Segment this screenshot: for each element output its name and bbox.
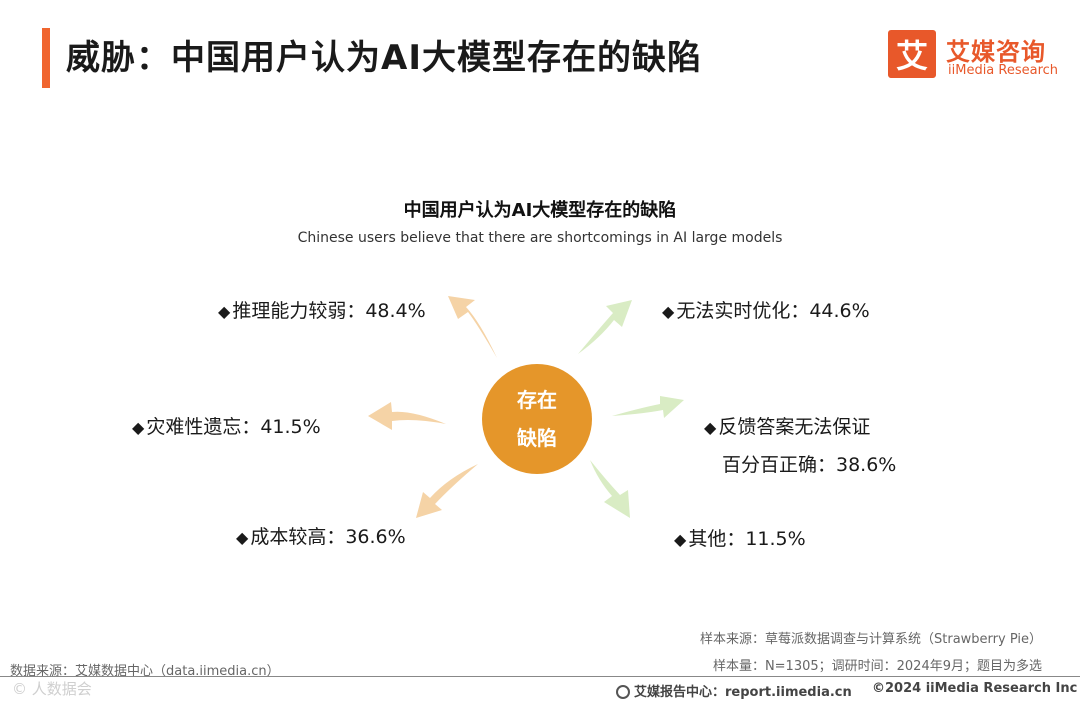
diamond-bullet-icon: ◆ — [132, 418, 145, 437]
copyright: ©2024 iiMedia Research Inc — [872, 681, 1078, 696]
diamond-bullet-icon: ◆ — [704, 418, 717, 437]
brand-name-en: iiMedia Research — [948, 63, 1059, 78]
item-forgetting-label: 灾难性遗忘：41.5% — [146, 416, 321, 438]
page-title: 威胁：中国用户认为AI大模型存在的缺陷 — [66, 38, 702, 78]
item-other: ◆ 其他：11.5% — [674, 524, 806, 551]
diagram-title: 中国用户认为AI大模型存在的缺陷 — [403, 200, 677, 221]
item-realtime: ◆ 无法实时优化：44.6% — [662, 296, 870, 323]
arrow-other-icon — [590, 460, 630, 518]
brand-name-cn: 艾媒咨询 — [946, 38, 1046, 66]
arrow-realtime-icon — [578, 300, 632, 354]
item-feedback-line2: 百分百正确：38.6% — [722, 454, 897, 476]
arrow-forgetting-icon — [368, 402, 446, 430]
diamond-bullet-icon: ◆ — [674, 530, 687, 549]
report-center: 艾媒报告中心：report.iimedia.cn — [616, 681, 852, 700]
diagram-subtitle: Chinese users believe that there are sho… — [297, 230, 783, 246]
item-feedback-label: 反馈答案无法保证 — [718, 416, 871, 438]
diamond-bullet-icon: ◆ — [236, 528, 249, 547]
arrow-reasoning-icon — [448, 296, 497, 358]
item-realtime-label: 无法实时优化：44.6% — [676, 300, 870, 322]
item-reasoning: ◆ 推理能力较弱：48.4% — [218, 296, 426, 323]
item-other-label: 其他：11.5% — [688, 528, 806, 550]
arrow-feedback-icon — [612, 396, 684, 418]
center-label-line1: 存在 — [517, 388, 557, 412]
title-accent-bar — [42, 28, 50, 88]
globe-icon — [616, 685, 630, 699]
item-feedback: ◆ 反馈答案无法保证 — [704, 412, 870, 439]
diamond-bullet-icon: ◆ — [218, 302, 231, 321]
item-forgetting: ◆ 灾难性遗忘：41.5% — [132, 412, 321, 439]
arrow-cost-icon — [416, 464, 478, 518]
sample-info: 样本量：N=1305；调研时间：2024年9月；题目为多选 — [712, 659, 1042, 674]
data-source: 数据来源：艾媒数据中心（data.iimedia.cn） — [10, 664, 280, 679]
brand-logo: 艾 艾媒咨询 iiMedia Research — [888, 30, 1064, 84]
item-cost-label: 成本较高：36.6% — [250, 526, 406, 548]
report-center-label: 艾媒报告中心：report.iimedia.cn — [634, 685, 852, 700]
brand-mark-icon: 艾 — [888, 30, 936, 78]
center-label-line2: 缺陷 — [517, 426, 557, 450]
item-reasoning-label: 推理能力较弱：48.4% — [232, 300, 426, 322]
footer-divider — [0, 676, 1080, 677]
item-cost: ◆ 成本较高：36.6% — [236, 522, 406, 549]
sample-source: 样本来源：草莓派数据调查与计算系统（Strawberry Pie） — [700, 632, 1042, 647]
diamond-bullet-icon: ◆ — [662, 302, 675, 321]
center-circle: 存在 缺陷 — [482, 364, 592, 474]
watermark: © 人数据会 — [12, 680, 92, 698]
